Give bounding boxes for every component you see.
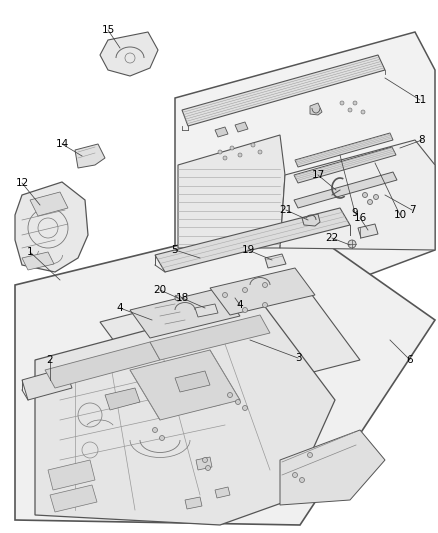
Polygon shape	[30, 192, 68, 216]
Circle shape	[243, 287, 247, 293]
Circle shape	[236, 400, 240, 405]
Text: 17: 17	[311, 170, 325, 180]
Text: 11: 11	[413, 95, 427, 105]
Text: 6: 6	[407, 355, 413, 365]
Circle shape	[175, 295, 181, 301]
Circle shape	[205, 465, 211, 471]
Polygon shape	[150, 315, 270, 360]
Text: 16: 16	[353, 213, 367, 223]
Polygon shape	[182, 55, 385, 126]
Text: 21: 21	[279, 205, 293, 215]
Circle shape	[340, 101, 344, 105]
Polygon shape	[105, 388, 140, 410]
Text: 3: 3	[295, 353, 301, 363]
Circle shape	[300, 478, 304, 482]
Text: 2: 2	[47, 355, 53, 365]
Polygon shape	[178, 135, 285, 248]
Polygon shape	[15, 218, 435, 525]
Polygon shape	[50, 485, 97, 512]
Polygon shape	[265, 254, 286, 268]
Text: 20: 20	[153, 285, 166, 295]
Text: 9: 9	[352, 208, 358, 218]
Polygon shape	[195, 304, 218, 317]
Circle shape	[361, 110, 365, 114]
Circle shape	[251, 143, 255, 147]
Polygon shape	[215, 487, 230, 498]
Text: 4: 4	[117, 303, 124, 313]
Polygon shape	[235, 122, 248, 132]
Polygon shape	[175, 32, 435, 308]
Polygon shape	[45, 342, 160, 388]
Text: 18: 18	[175, 293, 189, 303]
Polygon shape	[196, 457, 212, 470]
Polygon shape	[35, 300, 335, 525]
Polygon shape	[100, 272, 360, 410]
Text: 22: 22	[325, 233, 339, 243]
Circle shape	[348, 240, 356, 248]
Circle shape	[238, 153, 242, 157]
Polygon shape	[310, 103, 322, 115]
Circle shape	[293, 472, 297, 478]
Circle shape	[262, 282, 268, 287]
Text: 14: 14	[55, 139, 69, 149]
Circle shape	[307, 453, 312, 457]
Polygon shape	[155, 208, 350, 272]
Polygon shape	[130, 288, 240, 338]
Text: 7: 7	[409, 205, 415, 215]
Polygon shape	[280, 140, 435, 250]
Text: 5: 5	[172, 245, 178, 255]
Text: 19: 19	[241, 245, 254, 255]
Text: 15: 15	[101, 25, 115, 35]
Polygon shape	[215, 127, 228, 137]
Polygon shape	[280, 430, 385, 505]
Circle shape	[218, 150, 222, 154]
Circle shape	[353, 101, 357, 105]
Circle shape	[258, 150, 262, 154]
Circle shape	[348, 108, 352, 112]
Polygon shape	[302, 214, 320, 226]
Polygon shape	[358, 224, 378, 238]
Polygon shape	[185, 497, 202, 509]
Circle shape	[159, 435, 165, 440]
Polygon shape	[15, 182, 88, 272]
Polygon shape	[75, 144, 105, 168]
Polygon shape	[22, 252, 54, 270]
Circle shape	[243, 308, 247, 312]
Circle shape	[230, 146, 234, 150]
Circle shape	[367, 199, 372, 205]
Text: 8: 8	[419, 135, 425, 145]
Polygon shape	[100, 32, 158, 76]
Circle shape	[243, 406, 247, 410]
Polygon shape	[48, 460, 95, 490]
Circle shape	[262, 303, 268, 308]
Polygon shape	[175, 371, 210, 392]
Circle shape	[223, 293, 227, 297]
Polygon shape	[294, 172, 397, 208]
Circle shape	[223, 156, 227, 160]
Polygon shape	[22, 368, 72, 400]
Circle shape	[363, 192, 367, 198]
Polygon shape	[295, 133, 393, 167]
Circle shape	[152, 427, 158, 432]
Circle shape	[202, 457, 208, 463]
Text: 10: 10	[393, 210, 406, 220]
Circle shape	[374, 195, 378, 199]
Circle shape	[227, 392, 233, 398]
Text: 12: 12	[15, 178, 28, 188]
Polygon shape	[130, 350, 240, 420]
Text: 4: 4	[237, 300, 244, 310]
Polygon shape	[210, 268, 315, 315]
Polygon shape	[294, 147, 396, 183]
Text: 1: 1	[27, 247, 33, 257]
